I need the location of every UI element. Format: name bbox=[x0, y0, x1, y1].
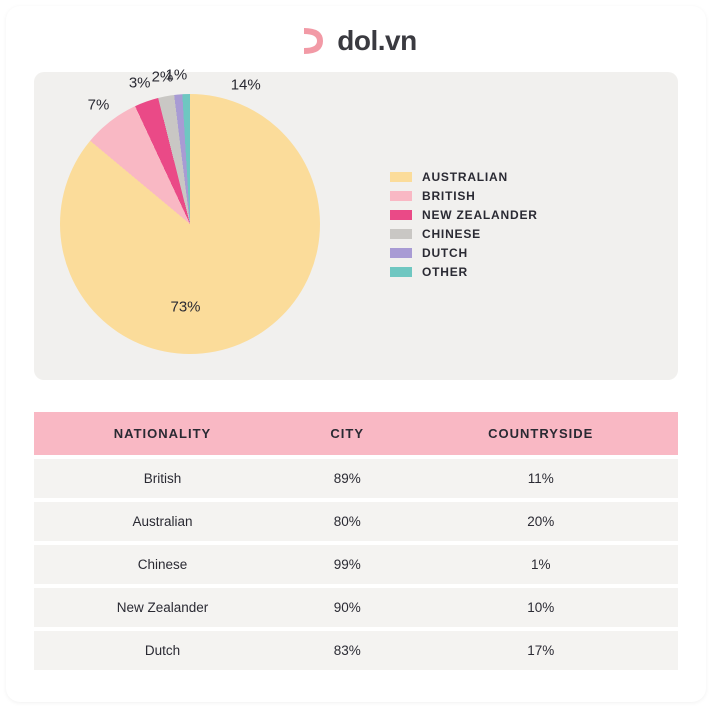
table-cell: Chinese bbox=[34, 545, 291, 584]
table-cell: British bbox=[34, 459, 291, 498]
legend-item: AUSTRALIAN bbox=[390, 170, 538, 184]
legend-swatch bbox=[390, 191, 412, 201]
table-cell: 17% bbox=[403, 631, 678, 670]
table-cell: New Zealander bbox=[34, 588, 291, 627]
table-row: Chinese99%1% bbox=[34, 545, 678, 584]
table-cell: 80% bbox=[291, 502, 403, 541]
main-card: dol.vn 73%7%3%2%1%14% AUSTRALIANBRITISHN… bbox=[6, 6, 706, 702]
table-cell: 1% bbox=[403, 545, 678, 584]
legend-item: CHINESE bbox=[390, 227, 538, 241]
legend-item: BRITISH bbox=[390, 189, 538, 203]
pie-slice-label: 1% bbox=[166, 66, 188, 83]
table-cell: Dutch bbox=[34, 631, 291, 670]
pie-slice-label: 73% bbox=[171, 298, 201, 315]
legend-label: NEW ZEALANDER bbox=[422, 208, 538, 222]
table-cell: 90% bbox=[291, 588, 403, 627]
pie-chart-panel: 73%7%3%2%1%14% AUSTRALIANBRITISHNEW ZEAL… bbox=[34, 72, 678, 380]
pie-slice-label: 14% bbox=[231, 76, 261, 93]
table-cell: 99% bbox=[291, 545, 403, 584]
legend-label: DUTCH bbox=[422, 246, 468, 260]
table-cell: 83% bbox=[291, 631, 403, 670]
col-nationality: NATIONALITY bbox=[34, 412, 291, 455]
legend-swatch bbox=[390, 229, 412, 239]
legend-label: CHINESE bbox=[422, 227, 481, 241]
legend-item: OTHER bbox=[390, 265, 538, 279]
col-countryside: COUNTRYSIDE bbox=[403, 412, 678, 455]
pie-wrap: 73%7%3%2%1%14% bbox=[60, 94, 320, 354]
legend-swatch bbox=[390, 172, 412, 182]
table-row: Australian80%20% bbox=[34, 502, 678, 541]
table-cell: 11% bbox=[403, 459, 678, 498]
table-row: New Zealander90%10% bbox=[34, 588, 678, 627]
table-cell: 20% bbox=[403, 502, 678, 541]
legend-label: AUSTRALIAN bbox=[422, 170, 508, 184]
table-row: Dutch83%17% bbox=[34, 631, 678, 670]
pie-slice-label: 3% bbox=[129, 74, 151, 91]
legend-item: DUTCH bbox=[390, 246, 538, 260]
legend-swatch bbox=[390, 210, 412, 220]
pie-legend: AUSTRALIAN BRITISH NEW ZEALANDER CHINESE DUT… bbox=[390, 165, 538, 284]
nationality-table: NATIONALITY CITY COUNTRYSIDE British89%1… bbox=[34, 408, 678, 674]
table-cell: 89% bbox=[291, 459, 403, 498]
legend-swatch bbox=[390, 267, 412, 277]
table-cell: 10% bbox=[403, 588, 678, 627]
col-city: CITY bbox=[291, 412, 403, 455]
legend-label: OTHER bbox=[422, 265, 468, 279]
table-row: British89%11% bbox=[34, 459, 678, 498]
logo-mark-icon bbox=[295, 24, 329, 58]
pie-slice-label: 7% bbox=[88, 97, 110, 114]
logo-text: dol.vn bbox=[337, 25, 416, 57]
table-cell: Australian bbox=[34, 502, 291, 541]
legend-swatch bbox=[390, 248, 412, 258]
table-header-row: NATIONALITY CITY COUNTRYSIDE bbox=[34, 412, 678, 455]
logo: dol.vn bbox=[34, 24, 678, 58]
legend-item: NEW ZEALANDER bbox=[390, 208, 538, 222]
legend-label: BRITISH bbox=[422, 189, 476, 203]
